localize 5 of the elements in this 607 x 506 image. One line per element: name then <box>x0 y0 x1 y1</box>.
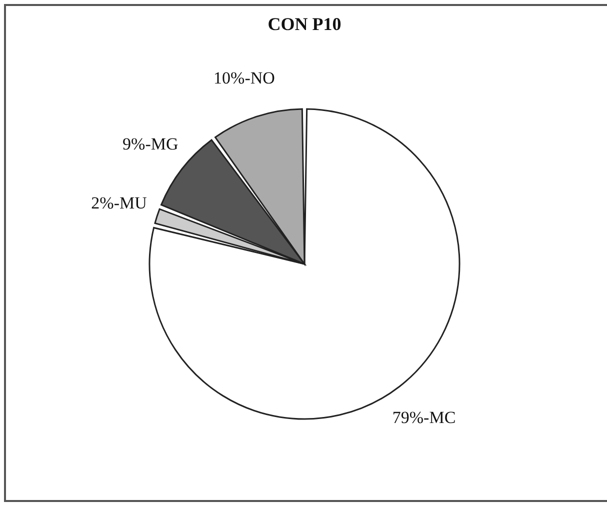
chart-title: CON P10 <box>268 14 342 34</box>
slice-label: 10%-NO <box>214 68 275 88</box>
slice-label: 79%-MC <box>392 408 456 428</box>
slice-label: 2%-MU <box>91 194 147 213</box>
slice-label: 9%-MG <box>122 134 178 154</box>
